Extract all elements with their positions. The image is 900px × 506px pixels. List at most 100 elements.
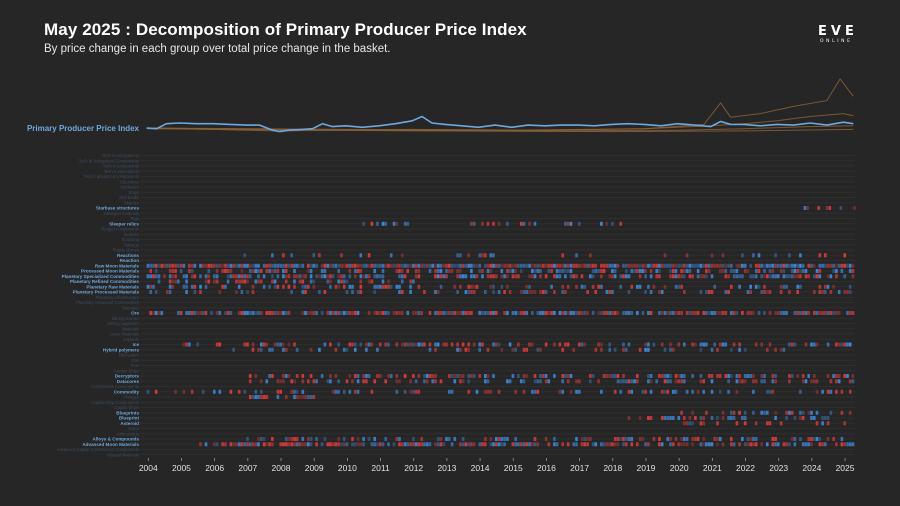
heatmap-cell: [213, 274, 216, 279]
heatmap-cell: [412, 342, 415, 347]
heatmap-cell: [215, 311, 219, 315]
heatmap-cell: [188, 263, 191, 268]
heatmap-cell: [813, 263, 816, 268]
heatmap-cell: [492, 263, 495, 268]
heatmap-cell: [331, 274, 335, 279]
heatmap-cell: [699, 416, 703, 420]
heatmap-cell: [796, 290, 799, 294]
heatmap-cell: [749, 274, 752, 279]
heatmap-cell: [738, 379, 741, 384]
heatmap-cell: [511, 442, 515, 447]
heatmap-cell: [401, 442, 404, 447]
heatmap-cell: [660, 290, 664, 294]
heatmap-cell: [741, 311, 744, 315]
heatmap-cell: [519, 263, 523, 268]
row-label: Tech II components: [103, 164, 139, 169]
heatmap-cell: [826, 284, 830, 289]
heatmap-cell: [821, 421, 824, 426]
heatmap-cell: [746, 311, 750, 315]
heatmap-cell: [843, 421, 846, 426]
heatmap-cell: [774, 274, 777, 279]
heatmap-cell: [257, 279, 260, 284]
heatmap-cell: [580, 442, 584, 447]
heatmap-cell: [467, 263, 470, 268]
heatmap-cell: [807, 442, 810, 447]
heatmap-cell: [699, 274, 703, 279]
heatmap-cell: [815, 410, 819, 415]
heatmap-cell: [674, 379, 678, 384]
heatmap-cell: [284, 263, 288, 268]
heatmap-cell: [329, 374, 332, 378]
heatmap-cell: [486, 274, 490, 279]
row-label: Implants: [123, 337, 139, 342]
heatmap-cell: [237, 263, 241, 268]
heatmap-cell: [575, 284, 578, 289]
heatmap-cell: [456, 290, 459, 294]
heatmap-cell: [660, 389, 664, 394]
heatmap-cell: [503, 263, 506, 268]
heatmap-cell: [519, 290, 523, 294]
heatmap-cell: [196, 311, 199, 315]
heatmap-cell: [666, 374, 669, 378]
heatmap-cell: [730, 284, 733, 289]
heatmap-cell: [436, 263, 440, 268]
heatmap-cell: [472, 221, 476, 226]
heatmap-cell: [436, 442, 440, 447]
heatmap-cell: [409, 263, 412, 268]
heatmap-cell: [271, 253, 274, 258]
heatmap-cell: [240, 279, 244, 284]
heatmap-cell: [315, 263, 318, 268]
heatmap-cell: [387, 284, 390, 289]
heatmap-cell: [304, 311, 307, 315]
heatmap-cell: [409, 342, 412, 347]
heatmap-cell: [688, 274, 692, 279]
heatmap-cell: [199, 274, 202, 279]
heatmap-cell: [522, 263, 526, 268]
heatmap-cell: [572, 311, 575, 315]
heatmap-cell: [826, 374, 830, 378]
heatmap-cell: [240, 274, 244, 279]
heatmap-cell: [810, 263, 813, 268]
heatmap-cell: [611, 221, 614, 226]
heatmap-cell: [453, 284, 457, 289]
heatmap-cell: [284, 269, 288, 273]
heatmap-cell: [589, 274, 592, 279]
heatmap-cell: [284, 311, 288, 315]
heatmap-cell: [378, 284, 382, 289]
heatmap-cell: [732, 269, 736, 273]
heatmap-cell: [710, 374, 714, 378]
heatmap-cell: [790, 269, 794, 273]
heatmap-cell: [638, 347, 642, 352]
heatmap-cell: [445, 311, 448, 315]
heatmap-cell: [495, 311, 498, 315]
heatmap-cell: [683, 416, 686, 420]
heatmap-cell: [558, 274, 562, 279]
heatmap-cell: [378, 274, 382, 279]
heatmap-cell: [168, 290, 172, 294]
x-tick-label-2013: 2013: [437, 463, 456, 473]
heatmap-cell: [738, 274, 741, 279]
heatmap-cell: [484, 379, 487, 384]
row-label: Ammunition: [117, 431, 140, 436]
heatmap-cell: [224, 284, 227, 289]
heatmap-cell: [724, 342, 728, 347]
heatmap-cell: [329, 263, 332, 268]
heatmap-cell: [550, 263, 553, 268]
heatmap-cell: [514, 269, 517, 273]
heatmap-cell: [268, 263, 271, 268]
heatmap-cell: [774, 347, 777, 352]
heatmap-cell: [309, 279, 313, 284]
heatmap-cell: [489, 442, 493, 447]
heatmap-cell: [412, 389, 415, 394]
heatmap-cell: [448, 269, 451, 273]
row-label: Capital Ship Components: [92, 400, 140, 405]
heatmap-cell: [824, 284, 827, 289]
heatmap-cell: [420, 311, 423, 315]
heatmap-cell: [768, 263, 772, 268]
heatmap-cell: [229, 269, 233, 273]
heatmap-cell: [356, 437, 360, 441]
heatmap-cell: [163, 263, 166, 268]
heatmap-cell: [757, 284, 761, 289]
heatmap-cell: [694, 416, 697, 420]
heatmap-cell: [636, 442, 639, 447]
